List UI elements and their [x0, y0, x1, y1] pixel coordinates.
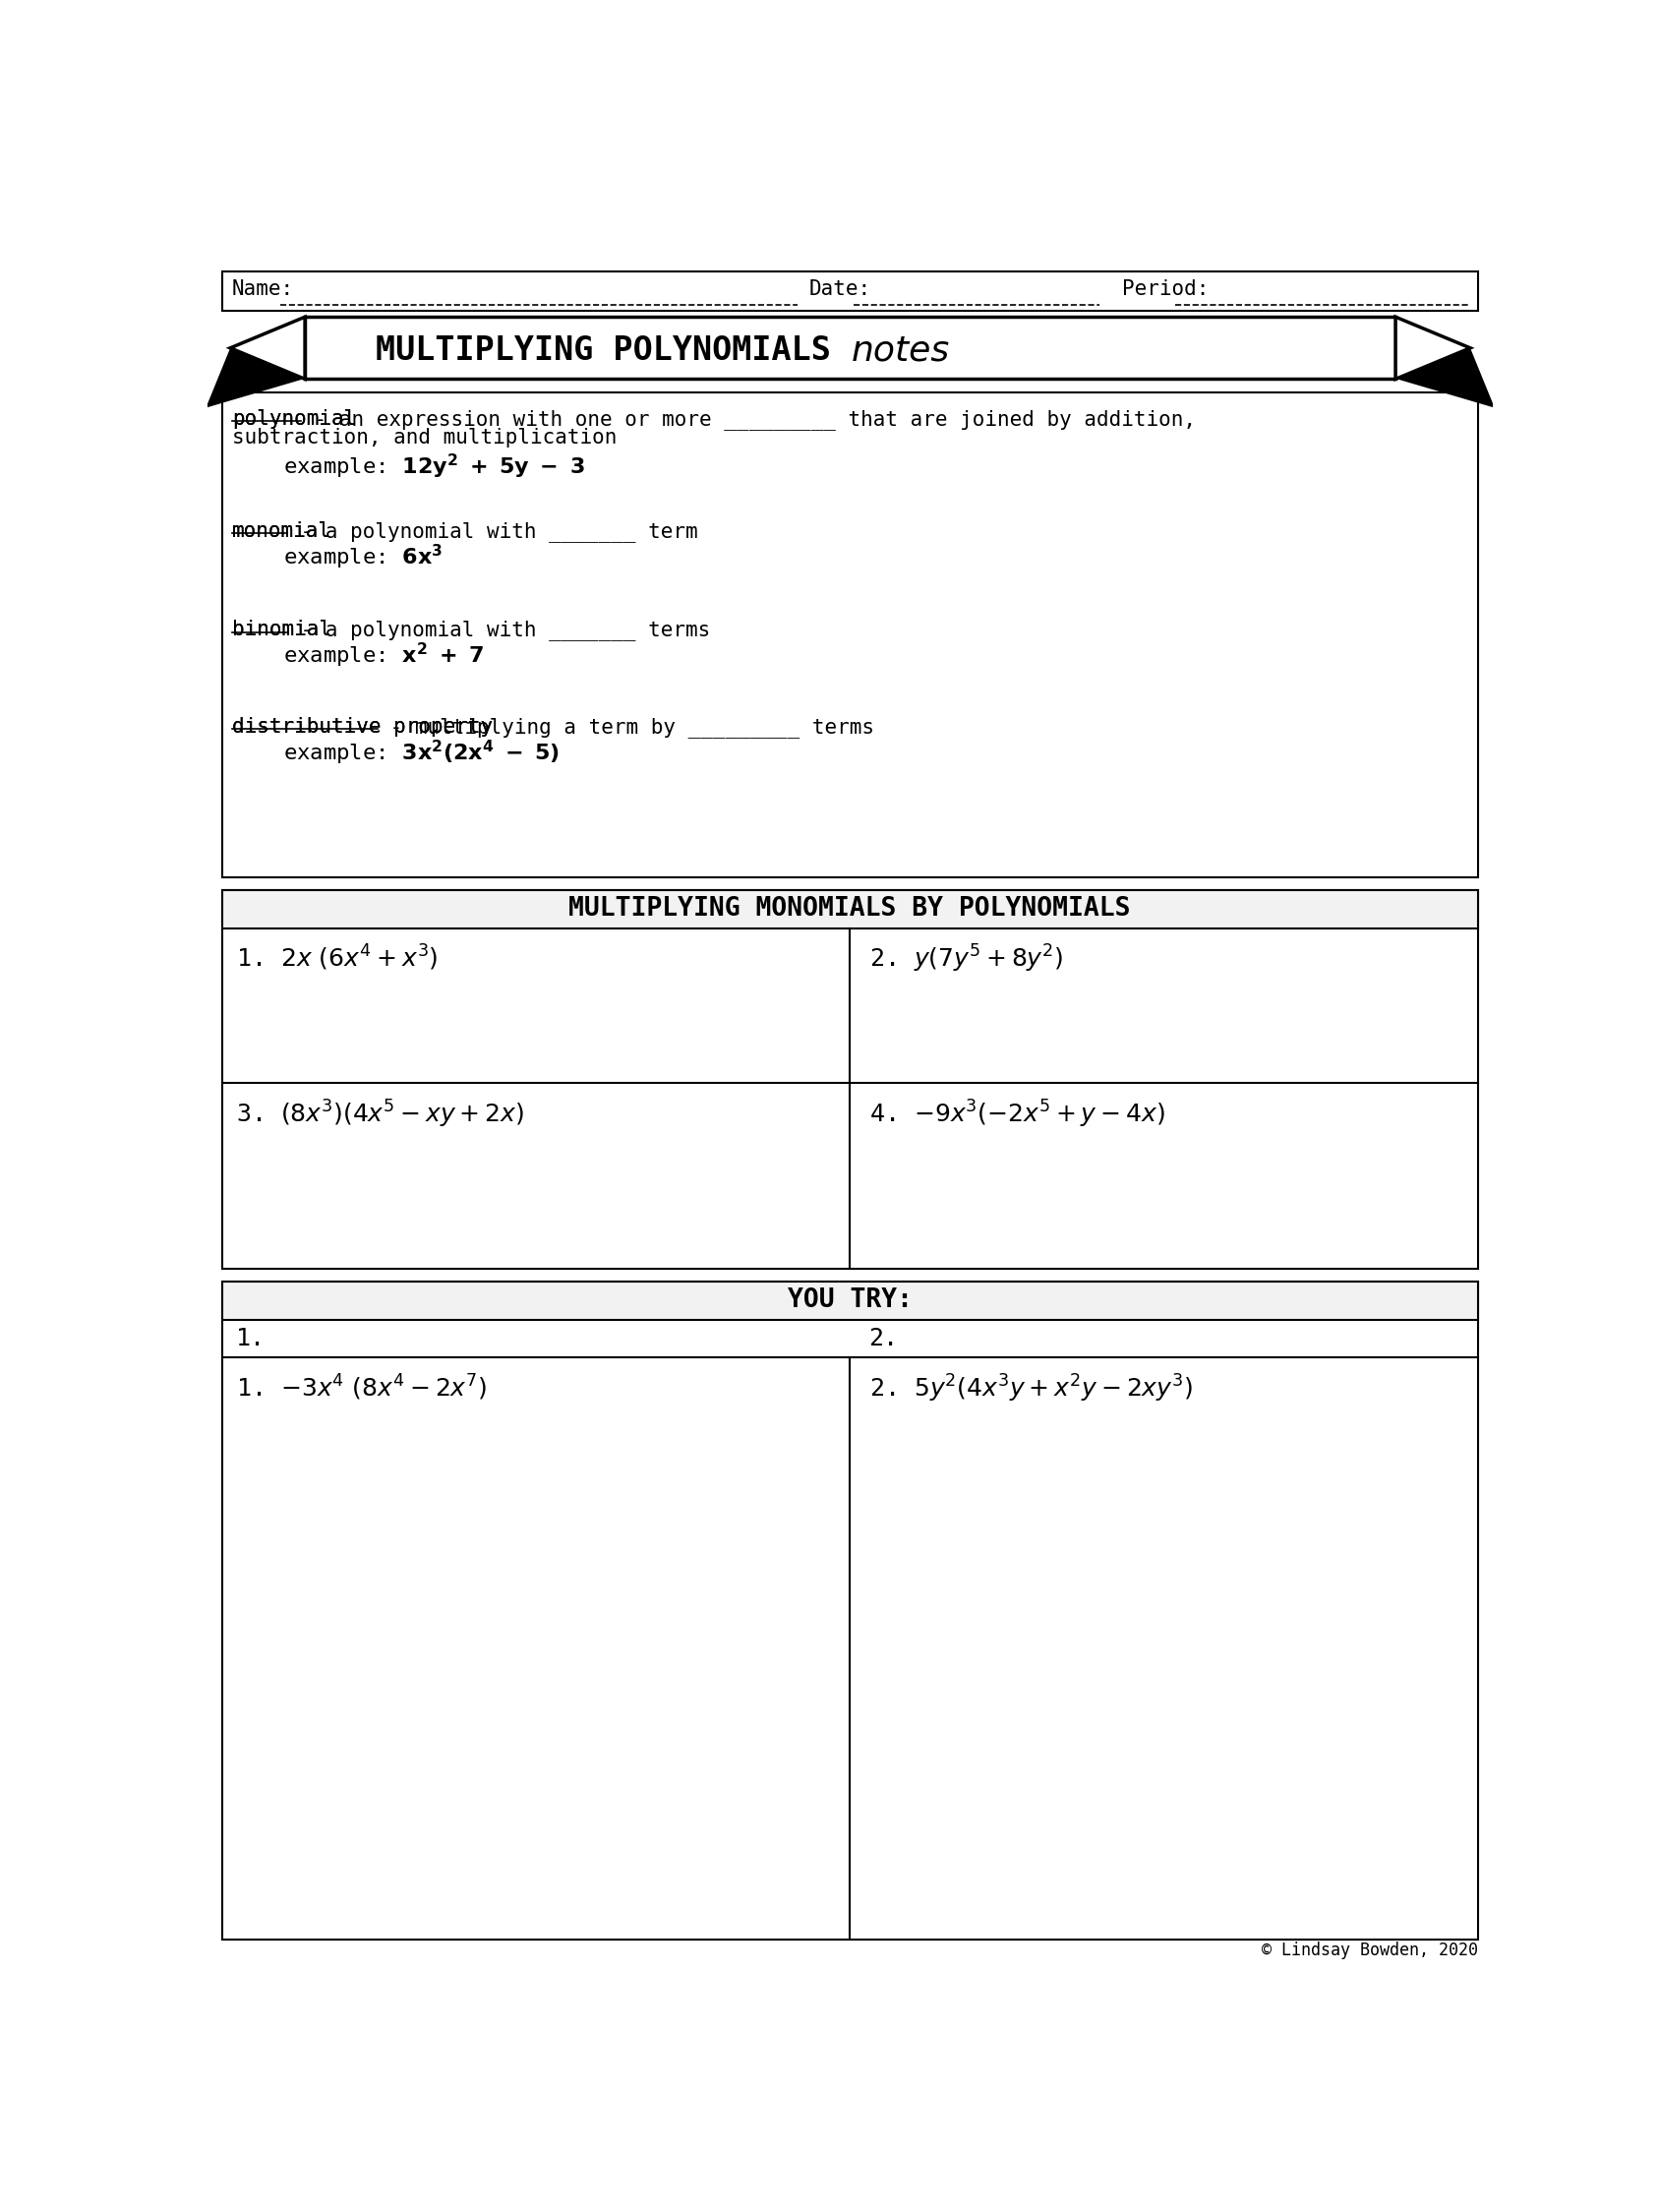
Text: polynomial: polynomial: [232, 409, 357, 429]
Bar: [222, 1281, 1478, 1940]
Bar: [222, 394, 1478, 878]
Text: polynomial: polynomial: [232, 409, 357, 429]
Bar: [222, 889, 1478, 1270]
Text: distributive property: distributive property: [232, 717, 493, 737]
Text: notes: notes: [851, 334, 951, 367]
Text: binomial: binomial: [232, 619, 332, 639]
Text: - an expression with one or more _________ that are joined by addition,: - an expression with one or more _______…: [302, 409, 1196, 429]
Text: subtraction, and multiplication: subtraction, and multiplication: [232, 427, 617, 447]
Text: MULTIPLYING MONOMIALS BY POLYNOMIALS: MULTIPLYING MONOMIALS BY POLYNOMIALS: [569, 896, 1131, 922]
Text: 3. $(8x^3)(4x^5 - xy + 2x)$: 3. $(8x^3)(4x^5 - xy + 2x)$: [236, 1099, 524, 1130]
Text: 4. $-9x^3(-2x^5 + y - 4x)$: 4. $-9x^3(-2x^5 + y - 4x)$: [869, 1099, 1165, 1130]
Text: 2. $y(7y^5 + 8y^2)$: 2. $y(7y^5 + 8y^2)$: [869, 942, 1063, 975]
Text: monomial: monomial: [232, 522, 332, 542]
Text: - multiplying a term by _________ terms: - multiplying a term by _________ terms: [378, 717, 874, 737]
Text: Period:: Period:: [1121, 279, 1209, 299]
Text: YOU TRY:: YOU TRY:: [788, 1287, 912, 1314]
Text: example: $\mathbf{3x^2(2x^4\ -\ 5)}$: example: $\mathbf{3x^2(2x^4\ -\ 5)}$: [284, 739, 561, 768]
Text: Date:: Date:: [810, 279, 871, 299]
Text: example: $\mathbf{x^2\ +\ 7}$: example: $\mathbf{x^2\ +\ 7}$: [284, 641, 484, 670]
Text: - a polynomial with _______ term: - a polynomial with _______ term: [289, 522, 698, 542]
Text: monomial: monomial: [232, 522, 332, 542]
Text: 1. $2x\ (6x^4 + x^3)$: 1. $2x\ (6x^4 + x^3)$: [236, 942, 438, 973]
Text: 1.: 1.: [236, 1327, 265, 1352]
Polygon shape: [231, 316, 305, 378]
Text: example: $\mathbf{6x^3}$: example: $\mathbf{6x^3}$: [284, 542, 443, 571]
Text: Name:: Name:: [232, 279, 294, 299]
Text: 2. $5y^2(4x^3y + x^2y - 2xy^3)$: 2. $5y^2(4x^3y + x^2y - 2xy^3)$: [869, 1374, 1193, 1405]
Text: MULTIPLYING POLYNOMIALS: MULTIPLYING POLYNOMIALS: [375, 334, 849, 367]
Bar: [305, 316, 1395, 378]
Text: © Lindsay Bowden, 2020: © Lindsay Bowden, 2020: [1261, 1942, 1478, 1960]
Text: - a polynomial with _______ terms: - a polynomial with _______ terms: [289, 619, 710, 641]
Text: distributive property: distributive property: [232, 717, 493, 737]
Text: example: $\mathbf{12y^2\ +\ 5y\ -\ 3}$: example: $\mathbf{12y^2\ +\ 5y\ -\ 3}$: [284, 451, 586, 480]
Polygon shape: [206, 347, 304, 407]
Polygon shape: [1397, 347, 1495, 407]
Text: 1. $-3x^4\ (8x^4 - 2x^7)$: 1. $-3x^4\ (8x^4 - 2x^7)$: [236, 1374, 488, 1402]
Bar: [222, 889, 1478, 929]
Bar: [222, 1281, 1478, 1321]
Bar: [222, 272, 1478, 312]
Polygon shape: [1395, 316, 1470, 378]
Text: binomial: binomial: [232, 619, 332, 639]
Text: 2.: 2.: [869, 1327, 899, 1352]
